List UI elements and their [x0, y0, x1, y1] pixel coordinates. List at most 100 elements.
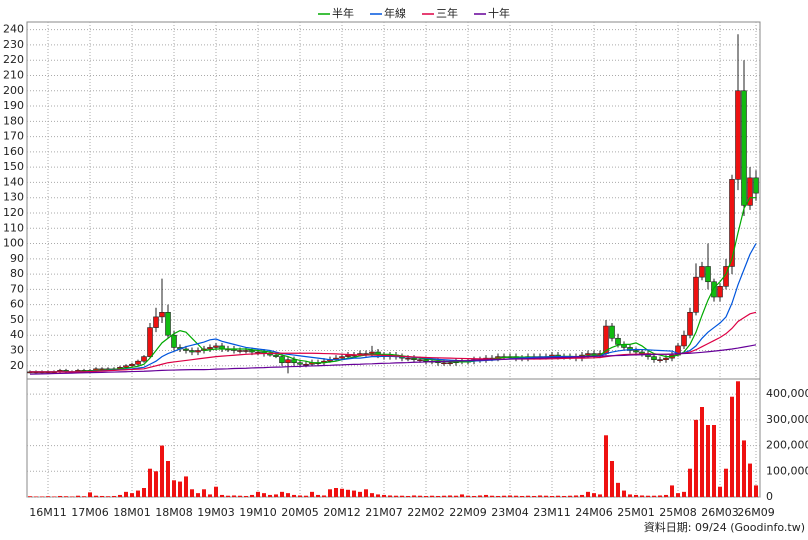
- candle-body: [405, 357, 411, 360]
- volume-bar: [310, 491, 314, 497]
- candle-body: [693, 276, 699, 313]
- volume-bar: [622, 490, 626, 497]
- volume-bar: [28, 496, 32, 497]
- volume-bar: [88, 492, 92, 497]
- candle-body: [255, 351, 261, 354]
- candle-body: [717, 286, 723, 298]
- candle-body: [585, 353, 591, 356]
- volume-bar: [472, 495, 476, 497]
- volume-bar: [154, 471, 158, 497]
- volume-bar: [364, 489, 368, 497]
- candle-body: [591, 353, 597, 356]
- volume-bar: [754, 485, 758, 497]
- candle-body: [303, 363, 309, 366]
- x-tick-label: 16M11: [29, 506, 67, 519]
- candle-body: [213, 345, 219, 348]
- candle-body: [345, 354, 351, 357]
- candle-body: [339, 356, 345, 359]
- candle-body: [195, 350, 201, 353]
- volume-bar: [100, 495, 104, 497]
- legend-label: 三年: [436, 6, 458, 20]
- volume-bar: [700, 407, 704, 497]
- candle-body: [423, 359, 429, 362]
- y-tick-label: 160: [3, 145, 24, 158]
- volume-bar: [172, 480, 176, 497]
- volume-bar: [292, 494, 296, 497]
- y-tick-label: 90: [10, 252, 24, 265]
- candle-body: [411, 357, 417, 360]
- volume-bar: [574, 495, 578, 497]
- candle-body: [243, 350, 249, 352]
- candle-body: [249, 350, 255, 353]
- volume-bar: [652, 495, 656, 497]
- legend-label: 十年: [488, 6, 510, 20]
- volume-bar: [358, 491, 362, 497]
- volume-bar: [34, 496, 38, 497]
- candle-body: [135, 360, 141, 365]
- volume-bar: [742, 440, 746, 497]
- y-tick-label: 70: [10, 282, 24, 295]
- volume-bar: [274, 494, 278, 497]
- candle-body: [639, 351, 645, 354]
- y2-tick-label: 200,000: [766, 439, 808, 452]
- volume-bar: [52, 496, 56, 497]
- volume-bar: [178, 481, 182, 497]
- volume-bar: [568, 495, 572, 497]
- volume-bar: [208, 494, 212, 497]
- volume-bar: [496, 495, 500, 497]
- y-tick-label: 100: [3, 237, 24, 250]
- volume-bar: [514, 495, 518, 497]
- y-tick-label: 200: [3, 84, 24, 97]
- volume-bar: [250, 494, 254, 497]
- x-tick-label: 26M09: [737, 506, 775, 519]
- x-tick-label: 20M05: [281, 506, 319, 519]
- volume-bar: [220, 494, 224, 497]
- volume-bar: [646, 495, 650, 497]
- candle-body: [141, 356, 147, 362]
- volume-bar: [544, 495, 548, 497]
- volume-bar: [718, 486, 722, 497]
- ma-line: [29, 344, 757, 375]
- volume-bar: [520, 495, 524, 497]
- volume-bar: [196, 493, 200, 497]
- volume-bar: [610, 461, 614, 497]
- y-tick-label: 40: [10, 328, 24, 341]
- volume-bar: [298, 495, 302, 497]
- y2-tick-label: 400,000: [766, 387, 808, 400]
- volume-bar: [730, 396, 734, 497]
- volume-bar: [184, 476, 188, 497]
- y-tick-label: 140: [3, 175, 24, 188]
- volume-bar: [658, 495, 662, 497]
- candle-body: [657, 359, 663, 361]
- candle-body: [297, 362, 303, 365]
- candle-body: [285, 359, 291, 364]
- volume-bar: [256, 491, 260, 497]
- candle-body: [741, 90, 747, 206]
- volume-bar: [586, 491, 590, 497]
- candle-body: [291, 359, 297, 364]
- x-tick-label: 19M10: [239, 506, 277, 519]
- x-tick-label: 23M11: [533, 506, 571, 519]
- volume-bar: [94, 495, 98, 497]
- volume-bar: [664, 494, 668, 497]
- volume-bar: [598, 494, 602, 497]
- volume-bar: [556, 495, 560, 497]
- volume-bar: [244, 495, 248, 497]
- volume-bar: [442, 495, 446, 497]
- volume-bar: [382, 494, 386, 497]
- volume-bar: [166, 461, 170, 497]
- y-tick-label: 120: [3, 206, 24, 219]
- source-note: 資料日期: 09/24 (Goodinfo.tw): [644, 520, 805, 534]
- x-tick-label: 22M02: [407, 506, 445, 519]
- y2-tick-label: 0: [766, 490, 773, 503]
- volume-bar: [616, 482, 620, 497]
- candle-body: [183, 348, 189, 351]
- y-tick-label: 30: [10, 343, 24, 356]
- candle-body: [687, 312, 693, 336]
- volume-bar: [70, 496, 74, 497]
- volume-bar: [418, 495, 422, 497]
- candle-body: [189, 350, 195, 353]
- volume-bar: [526, 495, 530, 497]
- volume-bar: [550, 495, 554, 497]
- volume-bar: [202, 489, 206, 497]
